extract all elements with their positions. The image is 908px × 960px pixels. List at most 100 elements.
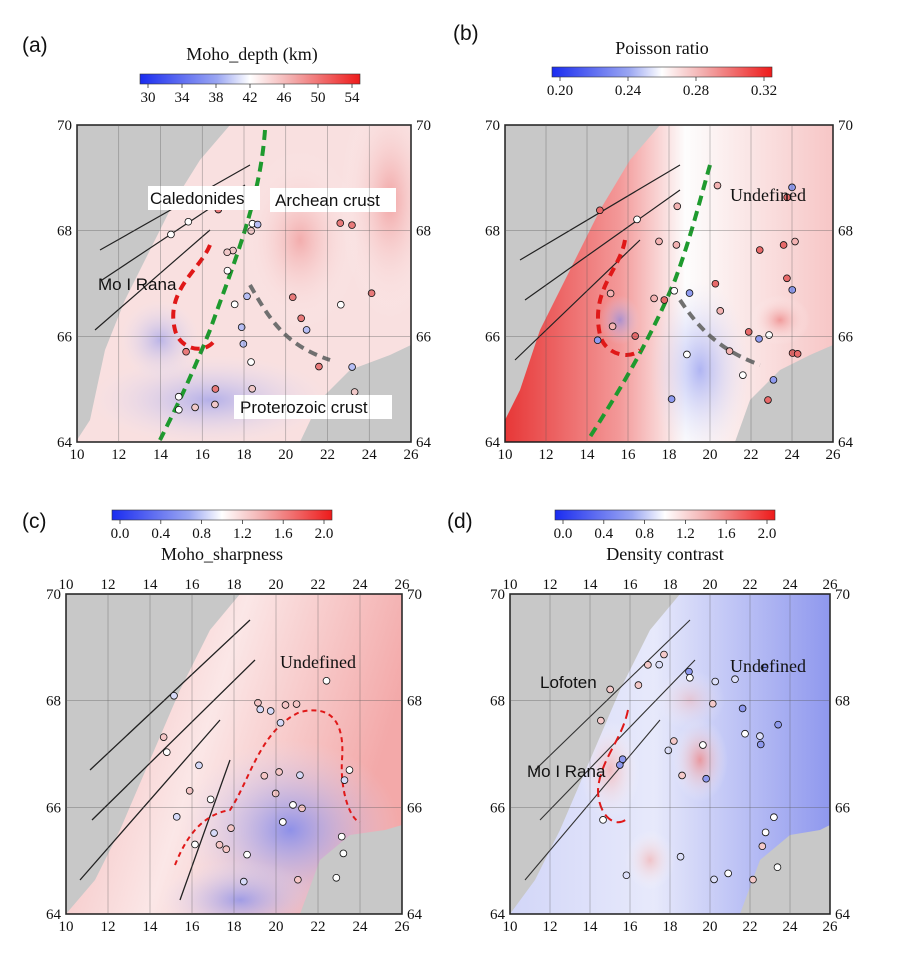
lat-tick-label-right: 68	[407, 694, 422, 710]
lon-tick-label: 18	[663, 919, 678, 935]
colorbar-tick-label: 0.20	[547, 83, 573, 99]
boundary-red-d	[596, 709, 629, 824]
station-marker	[660, 650, 668, 659]
lat-tick-label-right: 64	[835, 907, 851, 923]
colorbar-tick-label: 34	[175, 90, 191, 106]
station-marker	[685, 667, 693, 676]
colorbar-tick-label: 2.0	[758, 526, 777, 542]
station-marker	[256, 705, 265, 714]
station-marker	[685, 289, 694, 297]
station-marker	[593, 336, 602, 344]
colorbar-tick-label: 0.28	[683, 83, 709, 99]
stations-d	[597, 650, 782, 884]
lon-tick-label: 18	[237, 447, 252, 463]
land-norway-d	[510, 594, 680, 914]
station-marker	[676, 852, 685, 861]
colorbar-tick-label: 0.0	[554, 526, 573, 542]
lon-tick-label: 16	[195, 447, 211, 463]
station-marker	[702, 774, 710, 783]
station-marker	[170, 691, 178, 700]
lon-tick-label-top: 24	[783, 577, 799, 593]
station-marker	[672, 241, 681, 249]
panel-b-colorbar: 0.20 0.24 0.28 0.32	[547, 66, 777, 99]
station-marker	[348, 363, 356, 371]
station-marker	[294, 875, 302, 884]
station-marker	[783, 193, 791, 202]
station-marker	[367, 289, 376, 298]
panel-a: (a) Moho_depth (km) 30 34 38 42 46 50 54 Caled…	[22, 34, 432, 463]
station-marker	[222, 845, 231, 854]
lon-tick-label-top: 16	[185, 577, 201, 593]
station-marker	[302, 326, 311, 334]
colorbar-tick-label: 0.0	[111, 526, 130, 542]
lon-tick-label: 22	[311, 919, 326, 935]
station-marker	[764, 396, 772, 404]
colorbar-tick-label: 2.0	[315, 526, 334, 542]
station-marker	[774, 720, 782, 729]
station-marker	[756, 732, 764, 740]
station-marker	[276, 718, 285, 727]
lat-tick-label: 66	[57, 329, 73, 345]
colorbar-tick-label: 1.6	[274, 526, 293, 542]
lon-tick-label: 26	[823, 919, 839, 935]
station-marker	[191, 840, 199, 849]
station-marker	[339, 849, 348, 858]
station-marker	[731, 675, 739, 684]
panel-a-label: (a)	[22, 34, 48, 57]
station-marker	[633, 215, 641, 224]
station-marker	[184, 217, 193, 226]
station-marker	[185, 786, 194, 795]
lon-tick-label-top: 14	[583, 577, 599, 593]
station-marker	[271, 789, 280, 798]
station-marker	[773, 863, 782, 872]
station-marker	[230, 300, 239, 309]
station-marker	[711, 279, 720, 288]
lon-tick-label: 24	[785, 447, 801, 463]
lon-tick-label: 10	[70, 447, 85, 463]
station-marker	[175, 405, 183, 414]
station-marker	[716, 307, 725, 315]
lon-tick-label-top: 12	[101, 577, 116, 593]
lon-tick-label: 16	[185, 919, 201, 935]
station-marker	[163, 748, 171, 756]
annotation-proterozoic-crust: Proterozoic crust	[240, 398, 368, 417]
lat-tick-label-right: 70	[835, 587, 850, 603]
lat-tick-label: 68	[485, 224, 500, 240]
lon-tick-label: 18	[227, 919, 242, 935]
lon-tick-label: 10	[498, 447, 513, 463]
station-marker	[223, 248, 231, 257]
station-marker	[167, 230, 175, 239]
lon-tick-label: 26	[395, 919, 411, 935]
lon-tick-label-top: 22	[743, 577, 758, 593]
lat-tick-label: 66	[46, 800, 62, 816]
lat-tick-label-right: 66	[838, 329, 854, 345]
lat-tick-label: 70	[57, 118, 72, 134]
station-marker	[288, 293, 297, 302]
lat-tick-label-right: 66	[835, 800, 851, 816]
station-marker	[243, 850, 251, 859]
boundary-red-b	[596, 239, 642, 357]
lon-tick-label: 14	[153, 447, 169, 463]
station-marker	[337, 300, 345, 309]
lon-tick-label: 10	[59, 919, 74, 935]
lat-tick-label-right: 70	[416, 118, 431, 134]
lat-tick-label: 68	[57, 224, 72, 240]
station-marker	[253, 220, 262, 229]
colorbar-tick-label: 1.2	[233, 526, 252, 542]
lat-tick-label: 64	[57, 435, 73, 451]
panel-d-title: Density contrast	[606, 544, 723, 564]
station-marker	[281, 701, 290, 709]
lon-tick-label-top: 18	[663, 577, 678, 593]
station-marker	[247, 358, 255, 366]
land-norway-c	[66, 594, 240, 914]
land-norway-b	[505, 125, 660, 420]
station-marker	[793, 350, 802, 358]
station-marker	[683, 350, 691, 359]
lon-tick-label-top: 26	[395, 577, 411, 593]
lon-tick-label-top: 20	[703, 577, 718, 593]
station-marker	[215, 840, 224, 849]
lon-tick-label-top: 18	[227, 577, 242, 593]
colorbar-tick-label: 0.8	[192, 526, 211, 542]
lon-tick-label: 20	[269, 919, 284, 935]
boundary-red-a	[171, 244, 217, 351]
